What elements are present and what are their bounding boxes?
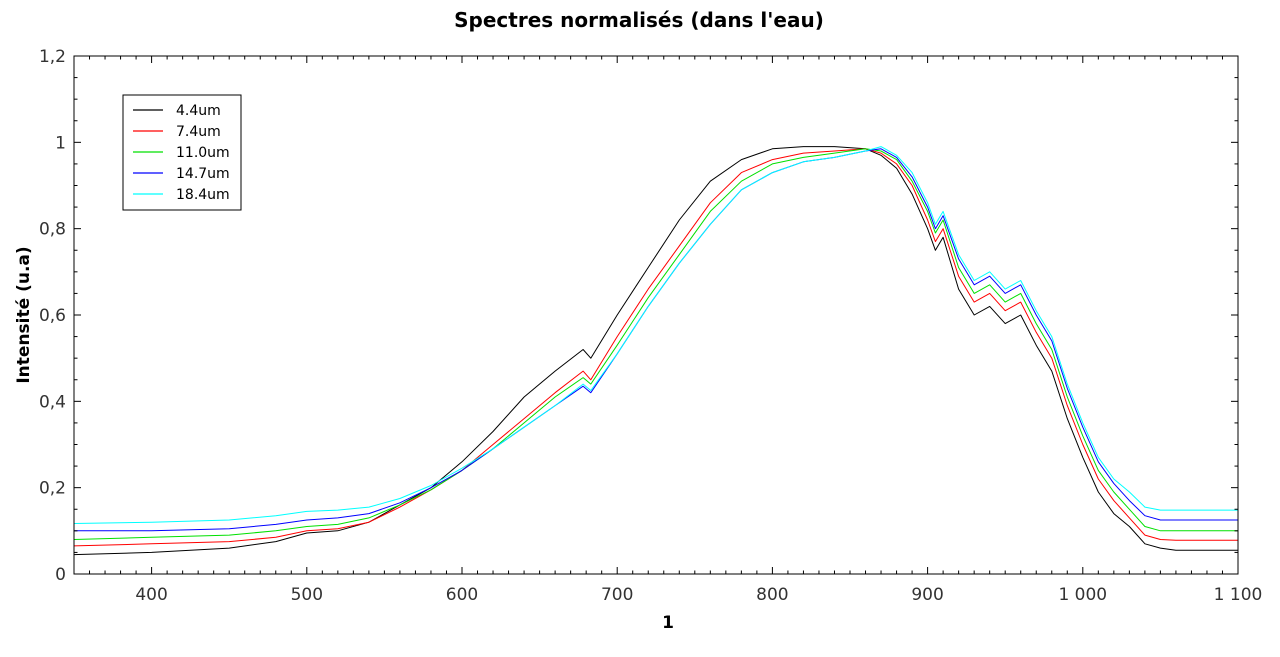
x-axis: 400 500 600 700 800 900 1 000 1 100 — [73, 56, 1263, 605]
legend: 4.4um 7.4um 11.0um 14.7um 18.4um — [122, 94, 242, 211]
legend-label-14.7um: 14.7um — [176, 166, 230, 182]
x-tick-label: 500 — [291, 585, 323, 605]
y-tick-label: 0,8 — [39, 220, 66, 240]
chart-title: Spectres normalisés (dans l'eau) — [454, 8, 824, 32]
series-line-14.7um — [74, 148, 1238, 532]
legend-label-7.4um: 7.4um — [176, 124, 221, 140]
x-tick-label: 900 — [911, 585, 943, 605]
legend-label-4.4um: 4.4um — [176, 103, 221, 119]
x-tick-label: 1 100 — [1214, 585, 1263, 605]
x-tick-label: 600 — [446, 585, 478, 605]
plot-frame — [73, 55, 1239, 575]
series-line-4.4um — [73, 146, 1238, 556]
x-tick-label: 1 000 — [1058, 585, 1107, 605]
x-tick-label: 400 — [135, 585, 167, 605]
y-tick-label: 0,4 — [39, 392, 66, 412]
y-axis-label: Intensité (u.a) — [14, 246, 34, 383]
y-axis: 0 0,2 0,4 0,6 0,8 1 1,2 — [39, 47, 1238, 585]
series-line-11.0um — [73, 148, 1238, 540]
y-tick-label: 1,2 — [39, 47, 66, 67]
y-tick-label: 0 — [55, 565, 66, 585]
legend-label-18.4um: 18.4um — [176, 187, 230, 203]
series-line-18.4um — [73, 146, 1238, 524]
x-tick-label: 800 — [756, 585, 788, 605]
series-group — [73, 146, 1238, 556]
y-tick-label: 0,6 — [39, 306, 66, 326]
legend-label-11.0um: 11.0um — [176, 145, 230, 161]
series-line-7.4um — [73, 148, 1238, 547]
y-tick-label: 1 — [55, 133, 66, 153]
x-axis-label: 1 — [662, 613, 674, 633]
x-tick-label: 700 — [601, 585, 633, 605]
y-tick-label: 0,2 — [39, 479, 66, 499]
